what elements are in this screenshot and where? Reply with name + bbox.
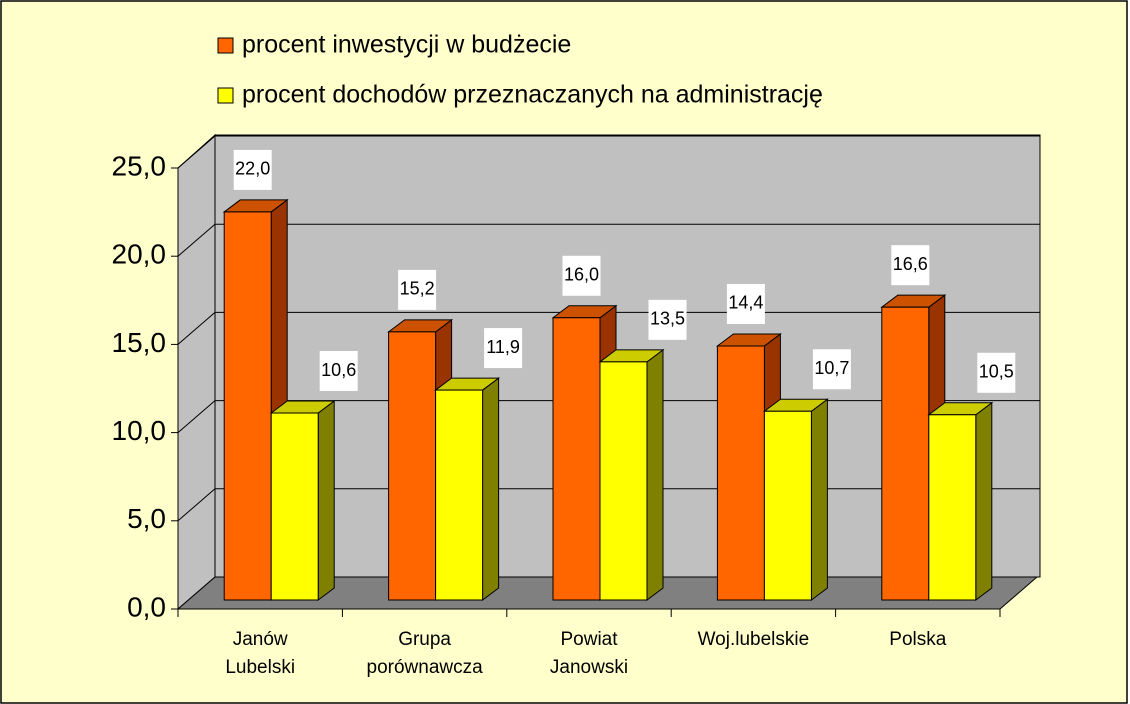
bar-side <box>482 377 500 601</box>
grid-line <box>177 223 1040 257</box>
x-tick-label: Polska <box>889 629 946 650</box>
bar-side <box>975 401 993 601</box>
data-label-box <box>319 351 358 392</box>
data-label: 10,5 <box>979 362 1014 382</box>
y-tick-label: 10,0 <box>112 415 167 446</box>
data-label-box <box>891 245 930 286</box>
data-label: 16,0 <box>564 265 599 285</box>
data-label: 10,6 <box>321 360 356 380</box>
data-label: 13,5 <box>650 309 685 329</box>
legend-label: procent inwestycji w budżecie <box>242 31 571 59</box>
y-tick-label: 20,0 <box>112 239 167 270</box>
data-label: 14,4 <box>728 293 763 313</box>
bar <box>763 410 812 601</box>
bar <box>435 389 484 601</box>
y-tick-label: 5,0 <box>127 503 166 534</box>
bar <box>599 361 648 601</box>
data-label: 16,6 <box>893 254 928 274</box>
bar-side <box>646 348 664 601</box>
data-label-box <box>562 255 601 296</box>
legend-swatch <box>217 37 234 54</box>
data-label: 10,7 <box>814 358 849 378</box>
legend-label: procent dochodów przeznaczanych na admin… <box>242 81 823 109</box>
data-label: 11,9 <box>486 337 520 357</box>
data-label-box <box>233 149 272 190</box>
y-tick-label: 15,0 <box>112 327 167 358</box>
data-label: 15,2 <box>400 279 435 299</box>
bar-side <box>317 400 335 601</box>
y-tick-label: 25,0 <box>112 150 167 181</box>
bar <box>270 412 319 601</box>
legend-swatch <box>217 87 234 104</box>
x-tick-label: Woj.lubelskie <box>698 629 810 650</box>
bar <box>716 345 765 601</box>
data-label-box <box>648 299 687 340</box>
grid-line <box>177 135 1040 169</box>
bar <box>223 211 272 601</box>
grid-line <box>177 311 1040 345</box>
data-label: 22,0 <box>235 159 270 179</box>
side-wall <box>177 133 216 611</box>
x-tick-label: Powiat <box>560 629 618 650</box>
bar <box>928 414 977 601</box>
x-tick-label: Lubelski <box>225 657 295 678</box>
bar <box>552 317 601 601</box>
data-label-box <box>726 283 765 324</box>
bar-side <box>810 398 828 601</box>
x-tick-label: Janowski <box>550 657 628 678</box>
x-tick-label: Grupa <box>398 629 451 650</box>
y-tick-label: 0,0 <box>127 591 166 622</box>
data-label-box <box>484 328 523 369</box>
data-label-box <box>977 352 1016 393</box>
x-tick-label: Janów <box>233 629 288 650</box>
data-label-box <box>398 269 437 310</box>
data-label-box <box>812 349 851 390</box>
x-tick-label: porównawcza <box>367 657 484 678</box>
bar <box>388 331 437 601</box>
bar <box>881 306 930 601</box>
